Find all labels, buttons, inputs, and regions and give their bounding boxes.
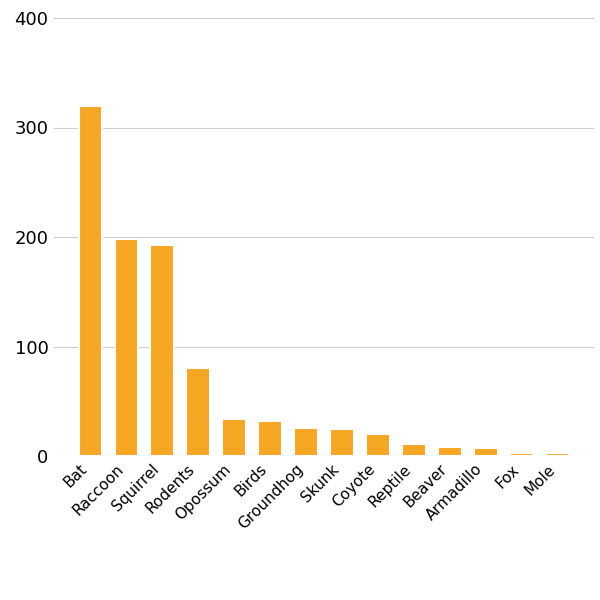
- Bar: [187, 368, 210, 456]
- Bar: [402, 444, 425, 456]
- Bar: [510, 453, 533, 456]
- Bar: [474, 448, 497, 456]
- Bar: [366, 434, 389, 456]
- Bar: [151, 245, 174, 456]
- Bar: [115, 239, 138, 456]
- Bar: [330, 428, 353, 456]
- Bar: [438, 447, 461, 456]
- Bar: [259, 421, 282, 456]
- Bar: [223, 419, 246, 456]
- Bar: [295, 428, 318, 456]
- Bar: [546, 453, 569, 456]
- Bar: [79, 106, 102, 456]
